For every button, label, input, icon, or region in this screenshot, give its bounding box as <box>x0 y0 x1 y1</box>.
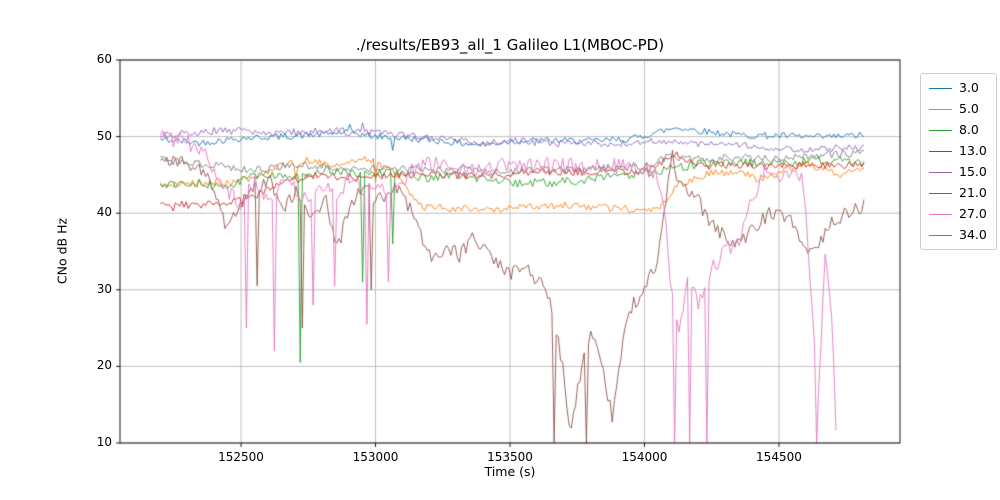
legend: 3.0 5.0 8.0 13.0 15.0 21.0 27.0 34.0 <box>920 73 997 250</box>
legend-entry: 5.0 <box>929 101 988 117</box>
legend-line-sample <box>929 87 952 89</box>
legend-label: 21.0 <box>959 185 987 200</box>
legend-line-sample <box>929 129 952 131</box>
chart-title: ./results/EB93_all_1 Galileo L1(MBOC-PD) <box>355 36 665 54</box>
legend-label: 27.0 <box>959 206 987 221</box>
legend-line-sample <box>929 192 952 194</box>
legend-entry: 34.0 <box>929 227 988 243</box>
legend-entry: 15.0 <box>929 164 988 180</box>
legend-label: 3.0 <box>959 80 979 95</box>
y-tick-label: 30 <box>96 281 112 296</box>
legend-label: 34.0 <box>959 227 987 242</box>
legend-line-sample <box>929 171 952 173</box>
legend-entry: 27.0 <box>929 206 988 222</box>
y-tick-label: 60 <box>96 52 112 66</box>
legend-line-sample <box>929 150 952 152</box>
legend-line-sample <box>929 234 952 236</box>
x-tick-label: 154500 <box>756 450 802 464</box>
x-axis-label: Time (s) <box>484 464 536 479</box>
y-tick-label: 20 <box>96 358 112 373</box>
legend-label: 5.0 <box>959 101 979 116</box>
legend-label: 13.0 <box>959 143 987 158</box>
legend-label: 8.0 <box>959 122 979 137</box>
legend-entry: 13.0 <box>929 143 988 159</box>
legend-entry: 21.0 <box>929 185 988 201</box>
x-tick-label: 153500 <box>487 450 533 464</box>
y-tick-label: 40 <box>96 205 112 220</box>
x-tick-label: 154000 <box>621 450 668 464</box>
y-tick-label: 10 <box>96 435 112 449</box>
legend-entry: 8.0 <box>929 122 988 138</box>
legend-line-sample <box>929 108 952 110</box>
x-tick-label: 153000 <box>352 450 399 464</box>
x-tick-label: 152500 <box>218 450 264 464</box>
y-axis-label: CNo dB Hz <box>54 217 70 285</box>
legend-entry: 3.0 <box>929 80 988 96</box>
legend-line-sample <box>929 213 952 215</box>
legend-label: 15.0 <box>959 164 987 179</box>
y-tick-label: 50 <box>96 128 112 143</box>
